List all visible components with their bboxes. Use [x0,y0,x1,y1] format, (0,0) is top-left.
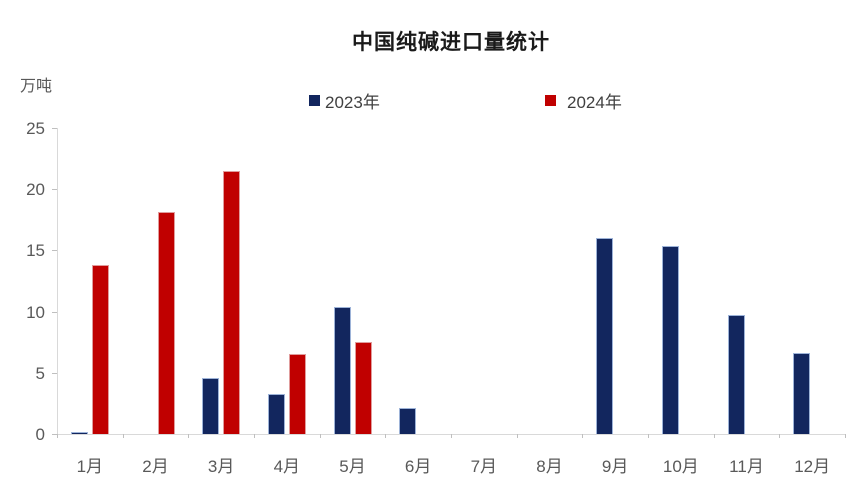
bar-2024年-3月 [223,171,241,434]
x-axis-label-10: 10月 [662,457,699,476]
y-axis-tick [52,250,57,252]
x-axis-tick [713,434,715,438]
bar-2023年-6月 [399,408,417,434]
x-axis-label-2: 2月 [142,457,169,476]
y-axis-label: 25 [26,119,45,138]
x-axis-label-12: 12月 [794,457,831,476]
bar-2023年-12月 [793,353,811,434]
x-axis-tick [582,434,584,438]
x-axis-tick [122,434,124,438]
legend-label-2023: 2023年 [325,92,380,112]
x-axis-label-1: 1月 [76,457,104,476]
bar-2023年-9月 [596,238,614,434]
legend-item-2023: 2023年 [309,88,380,112]
y-axis-line [57,128,58,434]
bar-2023年-4月 [267,394,285,434]
y-axis-tick [52,311,57,313]
x-axis-tick [779,434,781,438]
bar-2024年-2月 [157,212,175,434]
y-axis-label: 5 [35,363,45,383]
bar-2023年-1月 [70,432,88,434]
x-axis-label-8: 8月 [536,457,563,476]
y-axis-tick [52,372,57,374]
bar-2023年-10月 [661,246,679,434]
x-axis-label-5: 5月 [339,457,366,476]
y-axis-unit-label: 万吨 [20,78,53,95]
x-axis-label-7: 7月 [470,457,498,476]
x-axis-label-11: 11月 [729,457,764,476]
x-axis-tick [845,434,846,438]
y-axis-label: 20 [26,180,45,200]
y-axis-label: 10 [26,302,45,322]
bar-2023年-5月 [333,307,351,434]
bar-2023年-11月 [727,315,745,434]
x-axis-tick [516,434,518,438]
x-axis-tick [385,434,387,438]
legend: 2023年 2024年 [0,88,857,114]
x-axis-label-4: 4月 [273,457,301,476]
y-axis-tick [52,434,57,435]
y-axis-label: 15 [26,241,45,261]
y-axis-label: 0 [35,425,45,444]
legend-label-2024: 2024年 [567,92,622,112]
x-axis-tick [648,434,649,438]
legend-swatch-2024 [545,94,556,106]
x-axis-tick [319,434,321,438]
x-axis-tick [57,434,58,438]
x-axis-tick [254,434,255,438]
legend-item-2024: 2024年 [545,88,622,112]
legend-swatch-2023 [309,94,320,106]
x-axis-label-9: 9月 [601,457,629,476]
bar-2024年-5月 [354,342,372,434]
chart-title: 中国纯碱进口量统计 [352,31,550,54]
y-axis-tick [52,189,57,191]
bar-2023年-3月 [202,378,220,434]
y-axis-tick [52,128,57,129]
x-axis-label-3: 3月 [207,457,235,476]
x-axis-tick [188,434,190,438]
x-axis-label-6: 6月 [404,457,432,476]
bar-2024年-4月 [288,354,306,434]
x-axis-tick [451,434,452,438]
bar-2024年-1月 [91,265,109,434]
